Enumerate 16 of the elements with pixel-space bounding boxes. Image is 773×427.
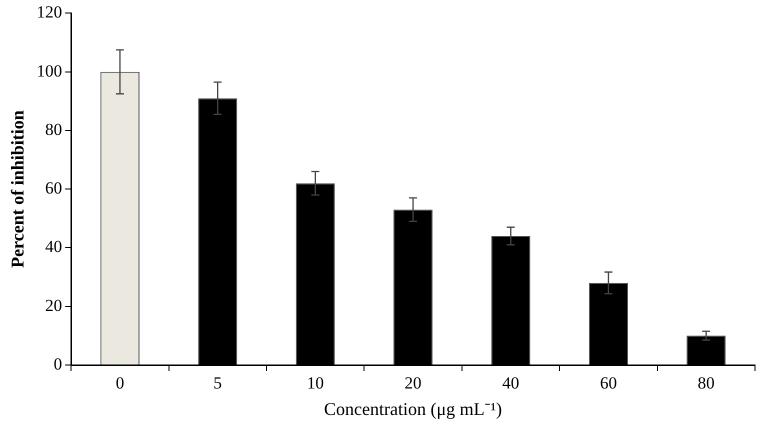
y-tick-label: 0	[54, 354, 62, 374]
y-tick-label: 20	[45, 296, 62, 315]
x-tick-label: 60	[600, 374, 617, 393]
y-tick-label: 80	[45, 120, 62, 139]
x-tick-label: 0	[116, 374, 124, 393]
x-axis-title: Concentration (μg mL⁻¹)	[324, 398, 502, 419]
y-tick-label: 60	[45, 178, 62, 198]
y-tick-label: 120	[36, 2, 62, 22]
x-tick-label: 5	[213, 374, 222, 393]
x-tick-label: 20	[404, 374, 422, 393]
x-tick-label: 80	[698, 374, 715, 393]
y-axis-title: Percent of inhibition	[7, 110, 28, 268]
x-tick-label: 10	[306, 374, 324, 393]
x-tick-label: 40	[502, 374, 520, 393]
y-tick-label: 40	[45, 237, 62, 256]
y-tick-label: 100	[36, 61, 62, 80]
